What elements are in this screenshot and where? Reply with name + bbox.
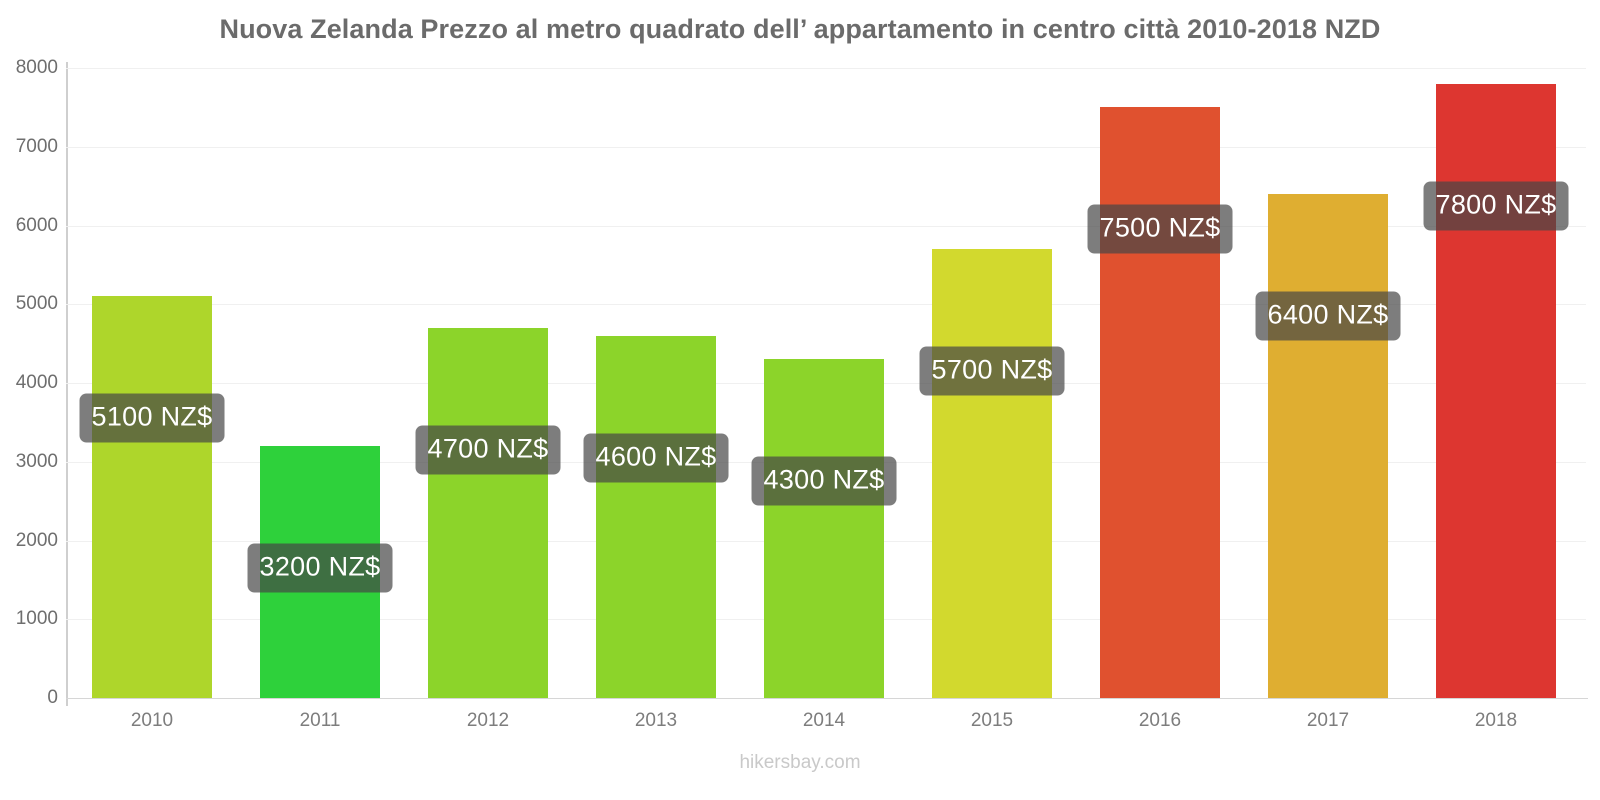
value-label-2018: 7800 NZ$	[1423, 181, 1569, 231]
value-label-2016: 7500 NZ$	[1087, 204, 1233, 254]
bar-2010[interactable]	[92, 296, 212, 698]
y-tick-label: 7000	[15, 135, 58, 157]
bar-2017[interactable]	[1268, 194, 1388, 698]
bar-2015[interactable]	[932, 249, 1052, 698]
value-label-2010: 5100 NZ$	[79, 393, 225, 443]
y-tick-label: 0	[47, 687, 58, 708]
x-axis-line	[66, 698, 1588, 699]
x-tick-label-2014: 2014	[802, 710, 846, 731]
y-tick-label: 2000	[15, 529, 58, 551]
bar-2014[interactable]	[764, 359, 884, 698]
x-tick-label-2017: 2017	[1306, 710, 1350, 731]
bar-2013[interactable]	[596, 335, 716, 698]
value-label-2011: 3200 NZ$	[247, 543, 393, 593]
x-tick-label-2018: 2018	[1474, 710, 1518, 731]
gridline	[66, 304, 1586, 306]
value-label-2013: 4600 NZ$	[583, 433, 729, 483]
gridline	[66, 146, 1586, 148]
y-tick-label: 3000	[15, 450, 58, 472]
y-tick-label: 6000	[15, 214, 58, 236]
x-tick-label-2013: 2013	[634, 710, 678, 731]
x-tick-label-2011: 2011	[299, 710, 341, 731]
x-tick-label-2012: 2012	[466, 710, 510, 731]
plot-area	[66, 68, 1586, 699]
y-tick-label: 1000	[15, 608, 58, 630]
value-label-2014: 4300 NZ$	[751, 456, 897, 506]
chart-title: Nuova Zelanda Prezzo al metro quadrato d…	[219, 14, 1381, 44]
bar-2016[interactable]	[1100, 107, 1220, 698]
value-label-2015: 5700 NZ$	[919, 346, 1065, 396]
gridline	[66, 225, 1586, 227]
y-tick-label: 4000	[15, 372, 58, 393]
gridline	[66, 68, 1586, 69]
x-tick-label-2016: 2016	[1138, 710, 1182, 731]
value-label-2012: 4700 NZ$	[415, 425, 561, 475]
x-axis-tick-labels: 2010 2011 2012 2013 2014 2015 2016 2017 2018	[0, 710, 1600, 744]
bar-2018[interactable]	[1436, 83, 1556, 698]
y-axis-tick-labels: 0 1000 2000 3000 4000 5000 6000 7000 8000	[0, 0, 58, 800]
source-watermark: hikersbay.com	[739, 752, 861, 773]
value-label-2017: 6400 NZ$	[1255, 291, 1401, 341]
y-tick-label: 8000	[15, 57, 58, 78]
y-axis-line	[66, 62, 68, 706]
y-tick-label: 5000	[15, 293, 58, 315]
bar-2012[interactable]	[428, 327, 548, 698]
x-tick-label-2010: 2010	[130, 710, 174, 731]
x-tick-label-2015: 2015	[970, 710, 1014, 731]
